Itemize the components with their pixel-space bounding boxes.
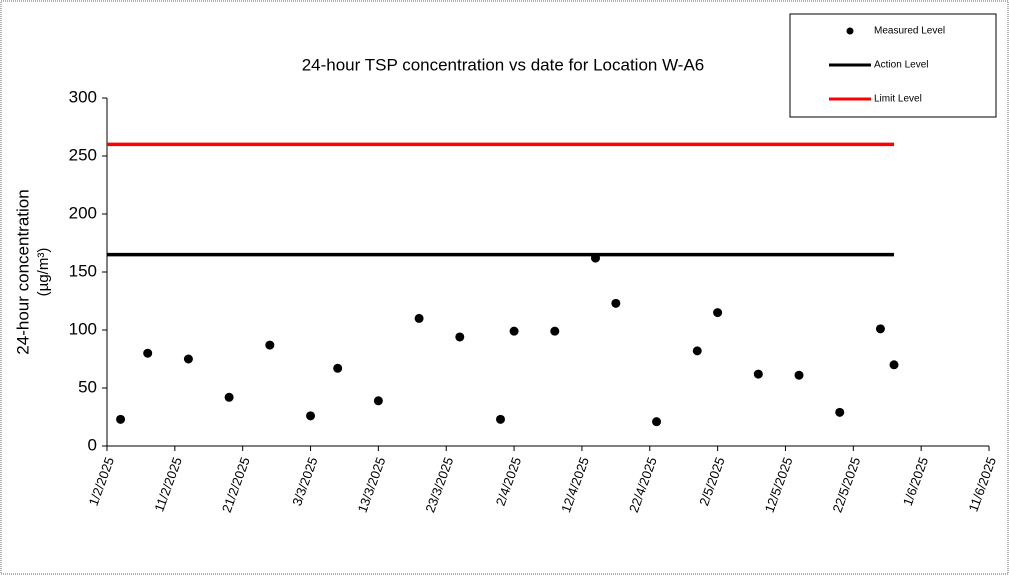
y-tick-label: 150: [69, 261, 97, 280]
data-point: [889, 360, 899, 370]
data-point: [652, 417, 662, 427]
data-point: [333, 363, 343, 373]
y-tick-label: 300: [69, 87, 97, 106]
data-point: [143, 348, 153, 358]
data-point: [875, 324, 885, 334]
data-point: [692, 346, 702, 356]
data-point: [373, 396, 383, 406]
data-point: [835, 407, 845, 417]
data-point: [414, 313, 424, 323]
y-tick-label: 100: [69, 319, 97, 338]
legend-label: Measured Level: [874, 26, 945, 37]
y-axis-label: 24-hour concentration: [13, 189, 32, 354]
data-point: [550, 326, 560, 336]
legend-label: Limit Level: [874, 94, 922, 105]
legend-box: [789, 13, 997, 118]
data-point: [455, 332, 465, 342]
chart-title: 24-hour TSP concentration vs date for Lo…: [302, 55, 705, 74]
data-point: [496, 414, 506, 424]
legend-marker: [846, 27, 854, 35]
data-point: [611, 298, 621, 308]
data-point: [509, 326, 519, 336]
data-point: [794, 370, 804, 380]
data-point: [713, 308, 723, 318]
legend-label: Action Level: [874, 60, 928, 71]
y-tick-label: 200: [69, 203, 97, 222]
data-point: [753, 369, 763, 379]
y-tick-label: 250: [69, 145, 97, 164]
data-point: [116, 414, 126, 424]
y-tick-label: 0: [88, 435, 97, 454]
data-point: [224, 392, 234, 402]
data-point: [265, 340, 275, 350]
data-point: [183, 354, 193, 364]
y-axis-label: (µg/m³): [35, 248, 52, 297]
data-point: [306, 411, 316, 421]
y-tick-label: 50: [78, 377, 97, 396]
